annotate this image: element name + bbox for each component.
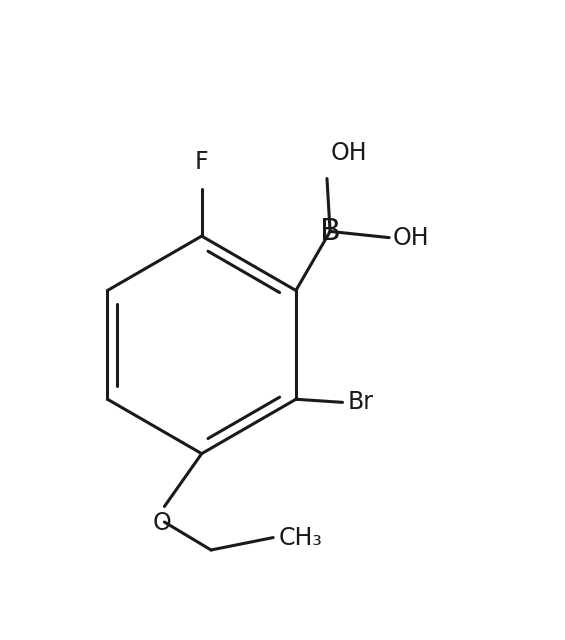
Text: F: F [195,150,208,174]
Text: O: O [153,511,171,536]
Text: OH: OH [331,141,367,165]
Text: Br: Br [347,390,373,414]
Text: CH₃: CH₃ [278,525,322,550]
Text: B: B [320,217,341,246]
Text: OH: OH [392,226,429,250]
